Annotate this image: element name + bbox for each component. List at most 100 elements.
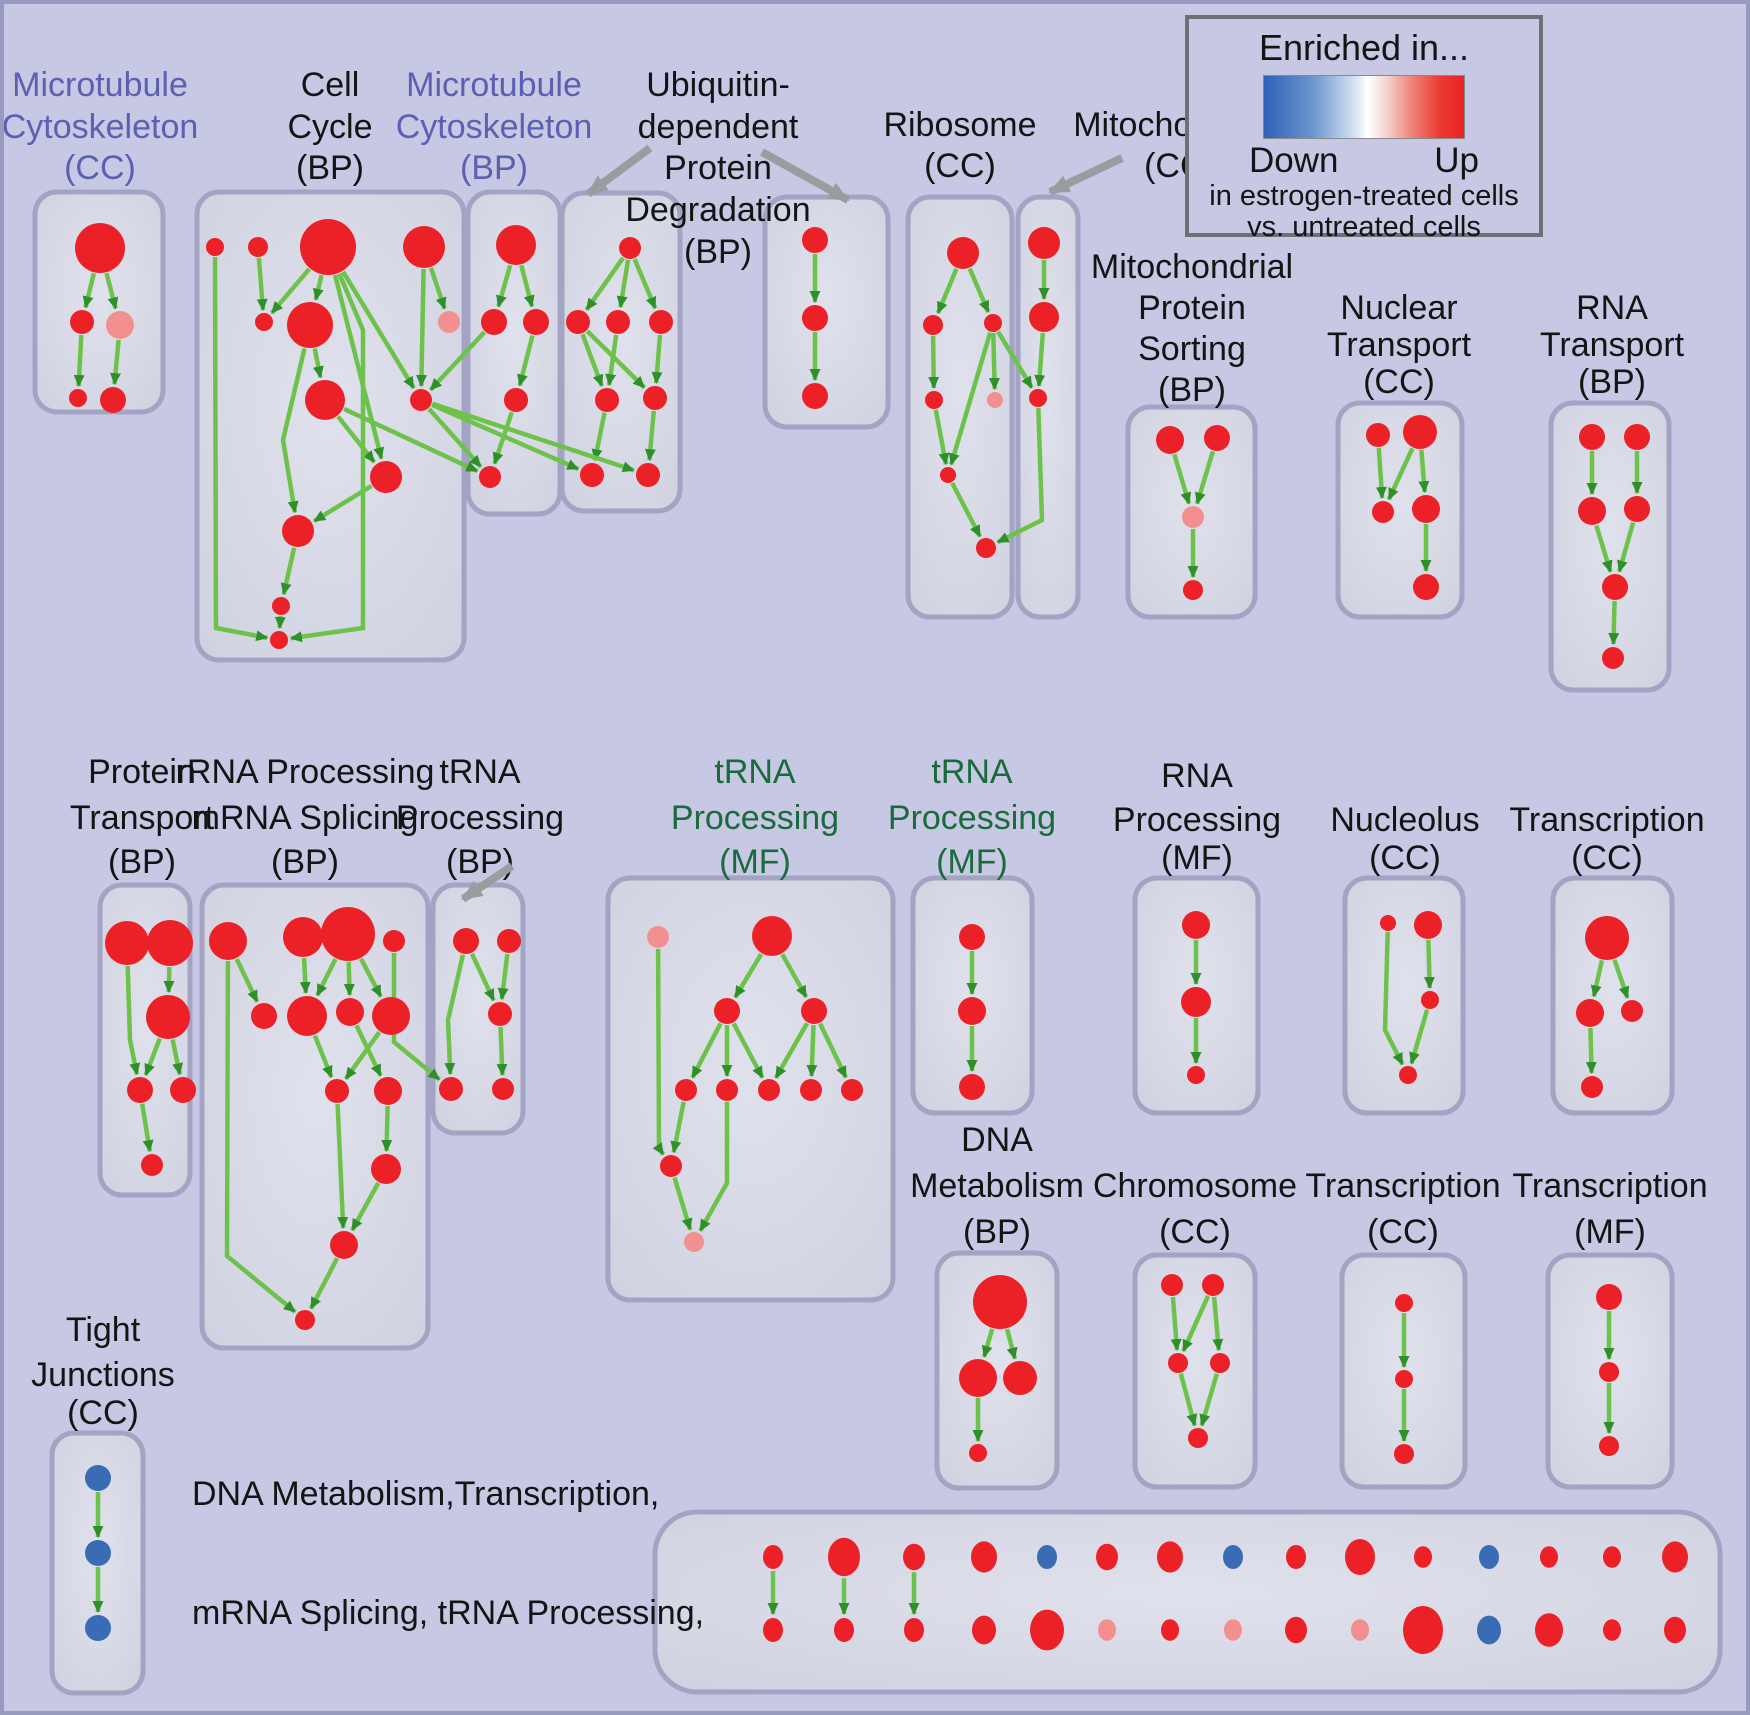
node-chrom-ml [1168,1353,1188,1373]
label-ubiq_a-line3: Protein [664,149,772,187]
node-ribosome-mr [984,314,1002,332]
label-trna_bp-line2: Processing [396,799,564,837]
cluster-box-trna_mf_s [910,875,1035,1116]
edge-ubiq_a-ma-lb [585,329,646,390]
node-cell_cycle-s1 [206,238,224,256]
node-mito-m3 [1029,389,1047,407]
edge-prot_trans-b-d [163,966,175,993]
cluster-box-chrom [1132,1252,1258,1490]
edge-cell_cycle-big-big2 [312,274,324,301]
misc-clusters-text: DNA Metabolism,Transcription, mRNA Splic… [192,1396,704,1715]
edge-rrna-p-q [350,1181,381,1232]
node-rna_proc-a [1182,911,1210,939]
label-rrna-line2: mRNA Splicing [192,799,419,837]
node-mt_cc-big [75,223,125,273]
edge-trna_mf_l-pk-g [652,948,666,1156]
node-rna_proc-b [1181,987,1211,1017]
cluster-box-trans_cc2 [1550,875,1675,1116]
node-ribosome-ml [923,315,943,335]
label-trans_mf-line1: Transcription [1512,1167,1707,1205]
edge-rrna-m2-n1 [312,1034,334,1079]
node-trna_bp-t2 [497,929,521,953]
edge-chrom-ml-bt [1178,1373,1198,1427]
legend-box: Enriched in... Down Up in estrogen-treat… [1185,15,1543,243]
node-summary-top-13 [1540,1546,1558,1568]
edge-cell_cycle-big-med [332,274,385,460]
edge-mt_cc-ml-bl [73,334,85,387]
node-rrna-q [330,1231,358,1259]
node-trna_mf_l-m1 [714,998,740,1024]
node-mps-bt [1183,580,1203,600]
node-summary-bottom-6 [1098,1619,1116,1641]
edge-ubiq_a-top-ma [584,256,625,311]
edge-nucleolus-tl-bt [1382,931,1405,1066]
label-trans_cc3-line1: Transcription [1305,1167,1500,1205]
node-cell_cycle-big2 [287,302,333,348]
edge-cell_cycle-b2-pink [428,267,447,310]
annotation-arrow-4 [460,862,515,903]
node-rna_trans-c [1602,574,1628,600]
edge-mt_bp-t-m2 [519,264,535,308]
cluster-box-dna [934,1250,1060,1491]
edge-trna_mf_l-t-m2 [780,953,809,999]
label-trna_mf_s-line1: tRNA [931,753,1013,791]
node-summary-top-2 [828,1537,860,1577]
node-nuc_trans-tr [1403,415,1437,449]
label-chrom-line2: (CC) [1159,1213,1231,1251]
edge-chrom-tl-ml [1170,1296,1182,1351]
node-ubiq_a-lb [643,386,667,410]
node-mt_bp-m1 [481,309,507,335]
label-rna_trans-line1: RNA [1576,289,1648,327]
label-cell_cycle-line2: Cycle [287,108,372,146]
edge-mt_bp-m2-h [517,335,535,387]
node-trna_bp-b2 [492,1078,514,1100]
edge-nuc_trans-tr-ml [1386,447,1415,501]
edge-trna_mf_l-m2-r4 [806,1024,818,1077]
label-rna_proc-line2: Processing [1113,801,1281,839]
edge-mps-b-pk [1194,450,1216,505]
edge-dna-t-ml [981,1328,995,1358]
edge-cell_cycle-b2-hub [416,268,428,387]
annotation-arrow-1 [585,144,653,198]
label-trna_mf_l-line3: (MF) [719,843,791,881]
node-trans_cc2-bt [1581,1076,1603,1098]
node-mt_cc-ml [70,310,94,334]
node-summary-top-8 [1223,1545,1243,1569]
node-summary-bottom-5 [1030,1609,1064,1651]
edge-trans_cc2-t-mr [1612,959,1630,999]
edge-mito-m2-m3 [1034,332,1046,387]
annotation-arrow-2 [760,148,850,204]
node-rrna-p [371,1154,401,1184]
annotation-arrow-3 [1048,154,1124,196]
edge-trna_bp-mid-b2 [496,1026,508,1076]
edge-trna_bp-t2-mid [497,953,510,1001]
node-rrna-bt [295,1310,315,1330]
label-cell_cycle-line3: (BP) [296,149,364,187]
edge-chrom-tr-ml [1181,1294,1211,1353]
edge-cross-rrna.t4-trna_bp.b1 [391,953,441,1082]
edge-cross-cell_cycle.hub-mt_bp.b [427,407,483,469]
edge-ribosome-t-ml [935,267,959,314]
label-rrna-line1: rRNA Processing [176,753,435,791]
footer-line: mRNA Splicing, tRNA Processing, [192,1593,705,1632]
legend-title: Enriched in... [1258,27,1470,68]
node-summary-bottom-8 [1224,1619,1242,1641]
node-ribosome-bt [976,538,996,558]
edge-rrna-t3-m2 [315,957,338,997]
footer-line: DNA Metabolism,Transcription, [192,1475,660,1513]
node-mps-b [1204,425,1230,451]
node-cell_cycle-b2 [403,226,445,268]
node-nuc_trans-tl [1366,423,1390,447]
edge-ribosome-mr-hb [948,331,993,466]
edge-nucleolus-mid-bt [1409,1008,1430,1065]
edge-cell_cycle-big-sm3 [270,267,311,315]
edge-nuc_trans-tl-ml [1375,447,1387,499]
node-ribosome-t [947,237,979,269]
node-ubiq_a-top [619,237,641,259]
node-trna_mf_s-b [958,997,986,1025]
node-rrna-m1 [251,1003,277,1029]
node-rna_proc-c [1187,1066,1205,1084]
label-nuc_trans-line2: Transport [1327,326,1472,364]
label-prot_trans-line2: Transport [70,799,215,837]
